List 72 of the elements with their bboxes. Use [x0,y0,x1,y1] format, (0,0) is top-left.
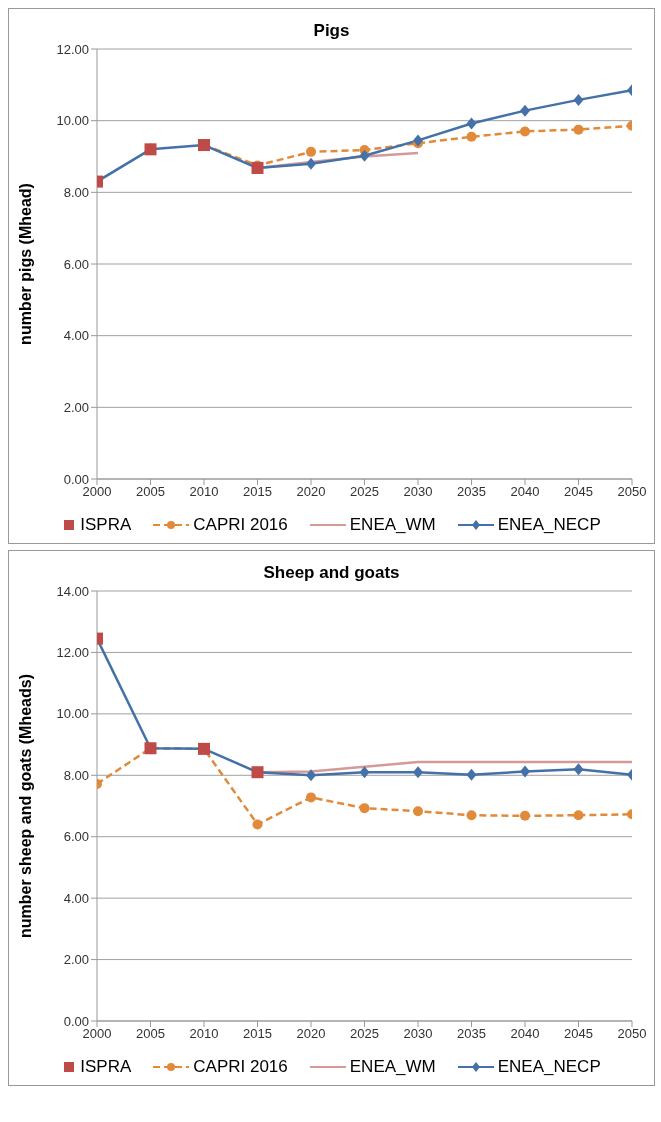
legend-label: ENEA_NECP [497,1057,601,1077]
y-tick-label: 8.00 [63,767,89,783]
point [306,769,316,782]
point [466,117,477,130]
y-tick-label: 2.00 [63,399,89,415]
legend-label: ENEA_NECP [497,515,601,535]
chart-title: Sheep and goats [262,562,401,583]
point [466,131,477,142]
x-tick-label: 2010 [189,1026,219,1042]
legend-label: ENEA_WM [349,515,436,535]
legend-label: CAPRI 2016 [193,515,288,535]
x-tick-label: 2000 [82,1026,112,1042]
x-tick-label: 2025 [350,1026,379,1042]
legend-label: CAPRI 2016 [193,1057,288,1077]
y-tick-label: 12.00 [56,41,89,57]
point [252,819,263,830]
y-tick-label: 12.00 [56,645,89,661]
point [520,810,530,821]
point [306,157,316,170]
x-tick-label: 2050 [617,484,647,500]
y-tick-label: 10.00 [56,706,89,722]
point [413,134,423,147]
point [359,149,370,162]
x-tick-label: 2035 [457,484,486,500]
x-tick-label: 2045 [564,484,593,500]
point [573,763,584,776]
x-tick-label: 2005 [136,484,165,500]
point [413,806,423,817]
x-tick-label: 2025 [350,484,379,500]
y-tick-label: 0.00 [63,471,89,487]
point [573,93,584,106]
point [573,124,584,135]
x-tick-label: 2010 [189,484,219,500]
x-tick-label: 2035 [457,1026,486,1042]
x-tick-label: 2015 [243,484,272,500]
x-tick-label: 2040 [510,1026,540,1042]
y-axis-title: number sheep and goats (Mheads) [16,673,34,939]
point [573,810,584,821]
point [466,810,477,821]
x-tick-label: 2020 [296,484,326,500]
x-tick-label: 2050 [617,1026,647,1042]
y-tick-label: 2.00 [63,952,89,968]
legend-label: ISPRA [80,515,132,535]
point [306,146,316,157]
point [413,766,423,779]
y-axis-title: number pigs (Mhead) [16,183,34,345]
x-tick-label: 2000 [82,484,112,500]
y-tick-label: 4.00 [63,328,89,344]
x-tick-label: 2030 [403,484,433,500]
x-tick-label: 2015 [243,1026,272,1042]
point [359,803,370,814]
x-tick-label: 2040 [510,484,540,500]
y-tick-label: 6.00 [63,256,89,272]
x-tick-label: 2030 [403,1026,433,1042]
y-tick-label: 10.00 [56,113,89,129]
x-tick-label: 2020 [296,1026,326,1042]
y-tick-label: 6.00 [63,829,89,845]
x-tick-label: 2005 [136,1026,165,1042]
point [359,766,370,779]
point [520,765,530,778]
chart-title: Pigs [312,20,351,41]
y-tick-label: 14.00 [56,583,89,599]
point [306,792,316,803]
point [520,126,530,137]
legend-label: ISPRA [80,1057,132,1077]
x-tick-label: 2045 [564,1026,593,1042]
point [466,768,477,781]
y-tick-label: 4.00 [63,890,89,906]
y-tick-label: 0.00 [63,1013,89,1029]
y-tick-label: 8.00 [63,184,89,200]
point [520,104,530,117]
legend-label: ENEA_WM [349,1057,436,1077]
